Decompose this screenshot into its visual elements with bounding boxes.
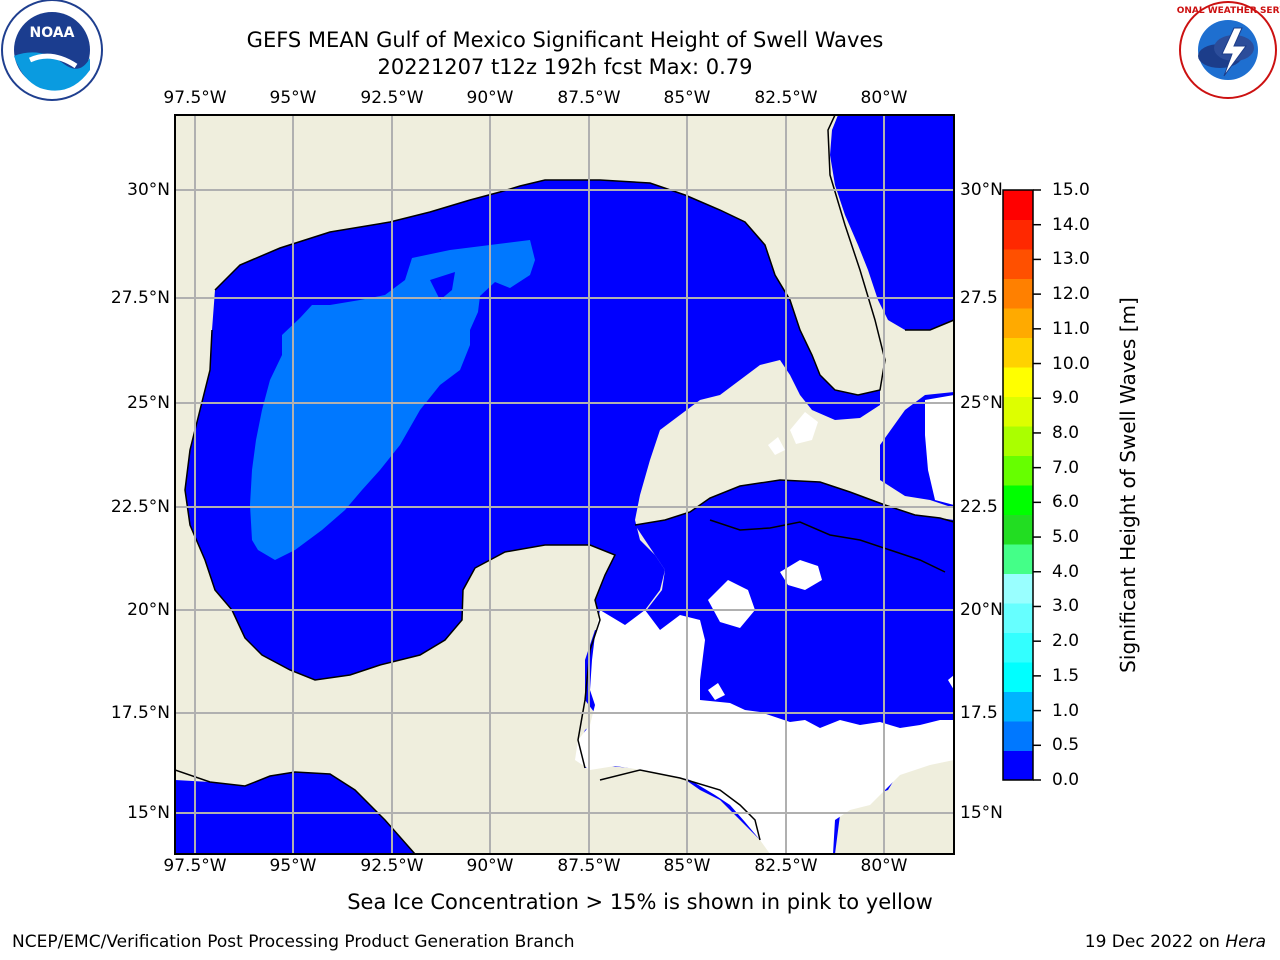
colorbar-segment [1003,485,1033,515]
colorbar-segment [1003,367,1033,397]
colorbar-tick-label: 15.0 [1052,180,1090,200]
colorbar-segment [1003,514,1033,545]
producer-credit: NCEP/EMC/Verification Post Processing Pr… [12,932,575,952]
lat-label-left: 25°N [127,393,170,413]
colorbar-tick-label: 7.0 [1052,457,1080,478]
colorbar-tick-label: 4.0 [1052,561,1080,582]
lon-label-top: 92.5°W [360,88,424,108]
lon-label-bottom: 87.5°W [557,856,621,876]
lat-label-right: 15°N [960,803,1003,823]
colorbar-tick-label: 10.0 [1052,353,1090,374]
colorbar-segment [1003,396,1033,427]
colorbar-tick-label: 0.0 [1052,770,1080,790]
generation-date-text: 19 Dec 2022 on [1084,932,1226,952]
generation-date: 19 Dec 2022 on Hera [1085,932,1266,952]
colorbar-segment [1003,632,1033,663]
lat-label-right: 17.5 [960,703,998,723]
nws-logo: NATIONAL WEATHER SERVICE [1176,1,1280,99]
lat-label-right: 30°N [960,180,1003,200]
lon-label-bottom: 95°W [269,856,317,876]
colorbar-segment [1003,662,1033,692]
lat-label-right: 22.5 [960,497,998,517]
colorbar-segment [1003,278,1033,309]
colorbar-tick-label: 1.0 [1052,700,1080,721]
colorbar-segment [1003,721,1033,751]
lon-label-top: 85°W [663,88,711,108]
lat-label-right: 20°N [960,600,1003,620]
colorbar [1003,189,1041,781]
lon-label-top: 90°W [466,88,514,108]
lat-label-left: 17.5°N [110,703,170,723]
colorbar-segment [1003,573,1033,604]
lat-label-left: 22.5°N [110,497,170,517]
atlantic-ocean [830,115,954,508]
map-subtitle: 20221207 t12z 192h fcst Max: 0.79 [377,55,753,79]
colorbar-segment [1003,691,1033,722]
colorbar-tick-label: 13.0 [1052,249,1090,270]
colorbar-tick-label: 2.0 [1052,631,1080,652]
colorbar-tick-label: 8.0 [1052,422,1080,443]
lat-label-left: 27.5°N [110,288,170,308]
svg-text:NATIONAL WEATHER SERVICE: NATIONAL WEATHER SERVICE [1176,6,1280,16]
colorbar-tick-label: 0.5 [1052,735,1080,756]
lon-label-bottom: 92.5°W [360,856,424,876]
lon-label-top: 95°W [269,88,317,108]
colorbar-segment [1003,455,1033,486]
colorbar-frame [1002,189,1034,781]
host-name: Hera [1225,932,1266,952]
lon-label-bottom: 80°W [860,856,908,876]
sea-ice-note: Sea Ice Concentration > 15% is shown in … [347,890,933,914]
lat-label-right: 27.5 [960,288,998,308]
lon-label-top: 80°W [860,88,908,108]
colorbar-segment [1003,750,1033,781]
lon-label-top: 97.5°W [163,88,227,108]
lat-label-right: 25°N [960,393,1003,413]
lon-label-bottom: 90°W [466,856,514,876]
lon-label-bottom: 85°W [663,856,711,876]
lat-label-left: 20°N [127,600,170,620]
colorbar-tick-label: 5.0 [1052,527,1080,548]
colorbar-segment [1003,249,1033,279]
noaa-logo: NOAA [1,0,103,101]
colorbar-tick-label: 1.5 [1052,665,1080,686]
colorbar-segment [1003,219,1033,250]
colorbar-label: Significant Height of Swell Waves [m] [1116,297,1140,673]
colorbar-segment [1003,426,1033,456]
colorbar-segment [1003,337,1033,368]
no-data-patches [575,395,954,854]
colorbar-segment [1003,603,1033,633]
colorbar-tick-label: 9.0 [1052,388,1080,409]
lat-label-left: 15°N [127,803,170,823]
map-frame [174,114,955,855]
lon-label-bottom: 82.5°W [754,856,818,876]
lon-label-top: 87.5°W [557,88,621,108]
colorbar-segment [1003,308,1033,338]
colorbar-tick-label: 14.0 [1052,214,1090,235]
colorbar-segment [1003,544,1033,574]
graticule [175,115,954,854]
lat-label-left: 30°N [127,180,170,200]
coastlines [175,115,954,854]
colorbar-tick-label: 12.0 [1052,284,1090,305]
map-title: GEFS MEAN Gulf of Mexico Significant Hei… [246,28,884,52]
colorbar-tick-label: 6.0 [1052,492,1080,513]
lon-label-bottom: 97.5°W [163,856,227,876]
colorbar-tick-label: 3.0 [1052,596,1080,617]
svg-text:NOAA: NOAA [30,25,75,41]
colorbar-tick-label: 11.0 [1052,318,1090,339]
lon-label-top: 82.5°W [754,88,818,108]
colorbar-segment [1003,190,1033,220]
